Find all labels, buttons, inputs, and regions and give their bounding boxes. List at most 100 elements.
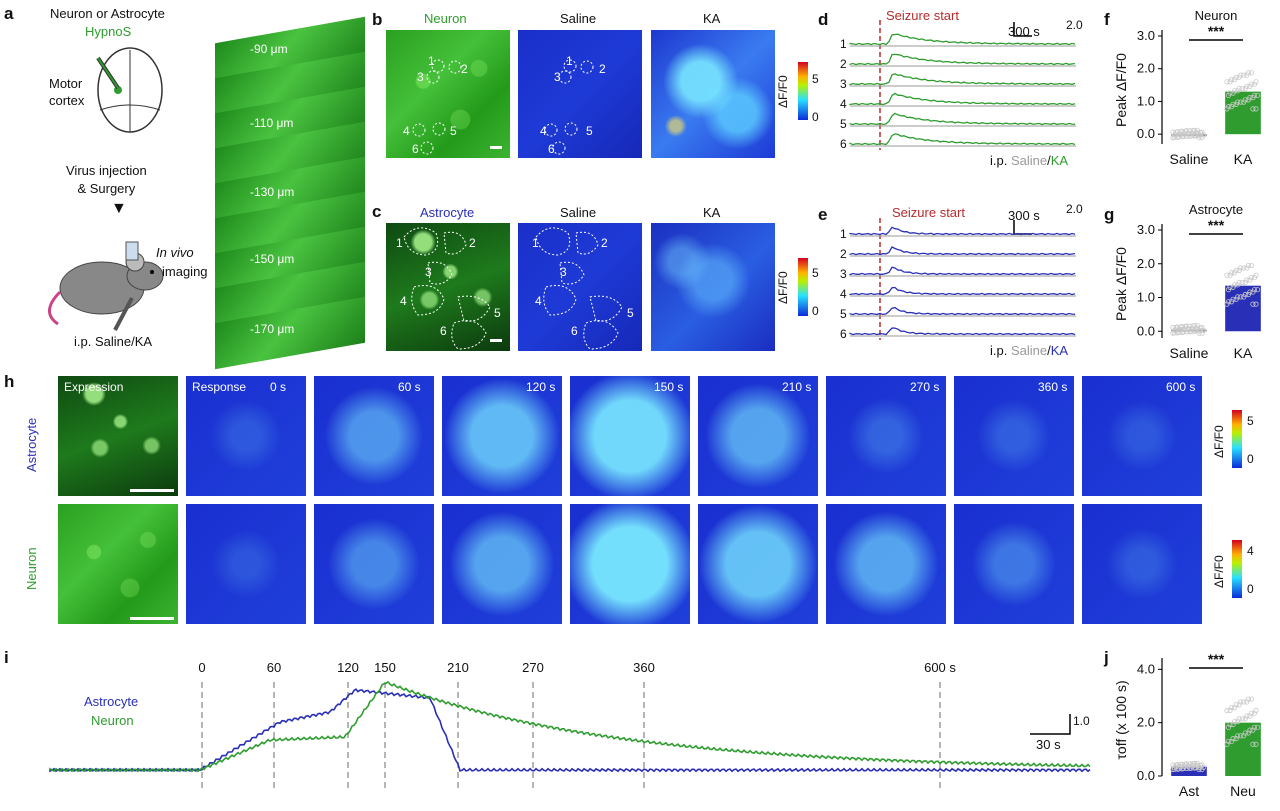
ka-trace bbox=[849, 133, 1076, 146]
trace-row-label: 3 bbox=[840, 267, 847, 281]
data-point bbox=[1241, 733, 1247, 739]
data-point bbox=[1235, 719, 1241, 725]
data-point bbox=[1238, 699, 1244, 705]
roi-label: 1 bbox=[566, 54, 573, 68]
ka-trace bbox=[849, 286, 1076, 296]
neuron-ka-image bbox=[651, 30, 775, 158]
neuron-response-frame bbox=[954, 504, 1074, 624]
roi-label: 5 bbox=[586, 124, 593, 138]
bar-chart-j: 0.0 2.0 4.0 τoff (x 100 s) Ast Neu *** bbox=[1113, 651, 1261, 799]
colorbar-c-label: ΔF/F0 bbox=[776, 271, 790, 304]
data-point bbox=[1245, 262, 1251, 269]
depth-label: -90 μm bbox=[250, 42, 288, 56]
neuron-expression-image bbox=[386, 30, 510, 158]
ka-trace bbox=[849, 73, 1076, 86]
scale-y-d: 2.0 bbox=[1066, 18, 1083, 32]
time-label: 60 s bbox=[398, 380, 421, 394]
colorbar-b-max: 5 bbox=[812, 72, 819, 86]
neuron-response-frame bbox=[698, 504, 818, 624]
data-point bbox=[1253, 106, 1259, 112]
data-point bbox=[1248, 275, 1255, 281]
astrocyte-response-frame bbox=[954, 376, 1074, 496]
y-tick-label: 4.0 bbox=[1137, 661, 1155, 676]
data-point bbox=[1253, 707, 1259, 713]
mouse-brain-icon bbox=[96, 47, 163, 133]
row-label-neuron: Neuron bbox=[24, 547, 39, 590]
roi-label: 2 bbox=[601, 236, 608, 250]
data-point bbox=[1199, 762, 1205, 768]
x-tick-label: KA bbox=[1234, 151, 1253, 167]
seizure-start-label-d: Seizure start bbox=[886, 8, 959, 23]
roi-label: 3 bbox=[554, 70, 561, 84]
data-point bbox=[1242, 716, 1248, 722]
data-point bbox=[1230, 296, 1236, 302]
data-point bbox=[1199, 324, 1205, 331]
panel-c-title-ka: KA bbox=[703, 205, 721, 220]
roi-label: 2 bbox=[461, 62, 468, 76]
panel-f-label: f bbox=[1104, 10, 1110, 29]
roi-label: 6 bbox=[548, 142, 555, 156]
time-mark-label: 150 bbox=[374, 660, 396, 675]
roi-label: 6 bbox=[571, 324, 578, 338]
data-point bbox=[1225, 104, 1232, 110]
roi-label: 2 bbox=[469, 236, 476, 250]
data-point bbox=[1184, 128, 1190, 134]
data-point bbox=[1197, 132, 1204, 138]
depth-label: -110 μm bbox=[250, 116, 294, 130]
scale-x-i: 30 s bbox=[1036, 737, 1061, 752]
roi-label: 5 bbox=[450, 124, 457, 138]
data-point bbox=[1242, 291, 1248, 298]
roi-label: 4 bbox=[403, 124, 410, 138]
colorbar-b bbox=[798, 62, 808, 120]
astrocyte-response-frame bbox=[314, 376, 434, 496]
time-label: 360 s bbox=[1038, 380, 1068, 394]
data-point bbox=[1238, 265, 1244, 271]
data-point bbox=[1228, 76, 1235, 83]
time-label: 150 s bbox=[654, 380, 684, 394]
trace-row-label: 5 bbox=[840, 117, 847, 131]
x-tick-label: KA bbox=[1234, 345, 1253, 361]
colorbar-h-astro-label: ΔF/F0 bbox=[1212, 425, 1226, 458]
data-point bbox=[1248, 710, 1255, 716]
data-point bbox=[1197, 327, 1204, 333]
panel-a-label: a bbox=[4, 4, 14, 23]
neuron-roi-overlay bbox=[412, 59, 594, 155]
time-label: 270 s bbox=[910, 380, 940, 394]
trace-row-label: 2 bbox=[840, 247, 847, 261]
panel-c-title-astrocyte: Astrocyte bbox=[420, 205, 475, 220]
legend-d-sep: / bbox=[1047, 153, 1051, 168]
data-point bbox=[1181, 133, 1187, 139]
data-point bbox=[1251, 287, 1258, 293]
colorbar-h-astro bbox=[1232, 410, 1242, 468]
roi-label: 1 bbox=[396, 236, 403, 250]
roi-label: 4 bbox=[540, 124, 547, 138]
data-point bbox=[1250, 106, 1256, 112]
colorbar-h-neuron bbox=[1232, 540, 1242, 598]
colorbar-c-min: 0 bbox=[812, 304, 819, 318]
data-point bbox=[1236, 716, 1242, 722]
trace-row-label: 4 bbox=[840, 287, 847, 301]
data-point bbox=[1238, 733, 1244, 739]
trace-row-label: 2 bbox=[840, 57, 847, 71]
data-point bbox=[1238, 99, 1244, 105]
trace-row-label: 1 bbox=[840, 227, 847, 241]
significance-label: *** bbox=[1208, 217, 1225, 233]
data-point bbox=[1247, 727, 1253, 733]
data-point bbox=[1244, 277, 1250, 283]
data-point bbox=[1254, 287, 1261, 293]
colorbar-c bbox=[798, 258, 808, 316]
data-point bbox=[1196, 135, 1202, 141]
trace-row-label: 4 bbox=[840, 97, 847, 111]
data-point bbox=[1248, 70, 1255, 76]
data-point bbox=[1238, 72, 1244, 78]
significance-label: *** bbox=[1208, 651, 1225, 667]
time-mark-label: 120 bbox=[337, 660, 359, 675]
panel-a-title: Neuron or Astrocyte bbox=[50, 6, 165, 21]
data-point bbox=[1247, 713, 1253, 719]
neuron-response-frame bbox=[442, 504, 562, 624]
data-point bbox=[1248, 696, 1255, 702]
panel-b-title-saline: Saline bbox=[560, 11, 597, 26]
data-point bbox=[1245, 696, 1251, 702]
data-point bbox=[1233, 267, 1239, 273]
depth-label: -170 μm bbox=[250, 322, 295, 336]
